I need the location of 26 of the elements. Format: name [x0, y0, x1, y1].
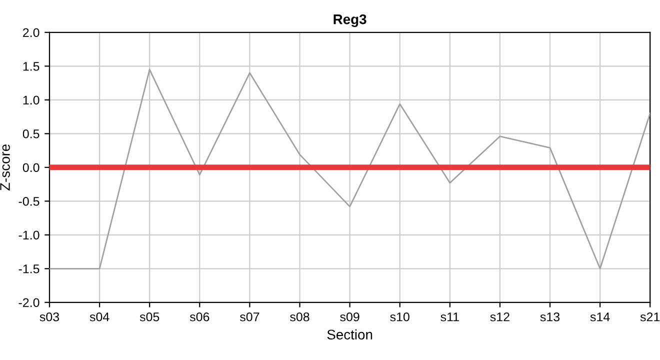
x-tick-label: s13: [540, 312, 560, 322]
x-tick-label: s06: [190, 312, 210, 322]
x-tick-label: s10: [390, 312, 410, 322]
y-tick-label: -1.5: [18, 264, 40, 274]
x-tick-label: s03: [40, 312, 60, 322]
x-tick-label: s09: [340, 312, 360, 322]
x-axis-title: Section: [327, 329, 372, 340]
y-tick-label: 0.0: [22, 163, 40, 172]
x-tick-label: s14: [590, 312, 610, 322]
y-tick-label: -1.0: [18, 230, 40, 240]
y-axis-title: Z-score: [0, 144, 10, 190]
x-tick-label: s21: [640, 312, 660, 322]
y-tick-label: -2.0: [18, 298, 40, 308]
y-tick-label: 0.5: [22, 129, 40, 138]
x-tick-label: s05: [140, 312, 160, 322]
x-tick-label: s11: [440, 312, 459, 322]
line-series: [50, 68, 650, 270]
y-tick-label: 1.0: [23, 96, 40, 105]
x-tick-label: s04: [90, 312, 110, 322]
x-tick-label: s07: [240, 312, 260, 322]
chart-title: Reg3: [334, 14, 366, 28]
y-tick-label: 2.0: [23, 28, 40, 38]
y-tick-label: 1.5: [23, 62, 40, 71]
x-tick-label: s12: [490, 312, 510, 322]
x-tick-label: s08: [290, 312, 310, 322]
y-tick-label: -0.5: [18, 196, 40, 206]
